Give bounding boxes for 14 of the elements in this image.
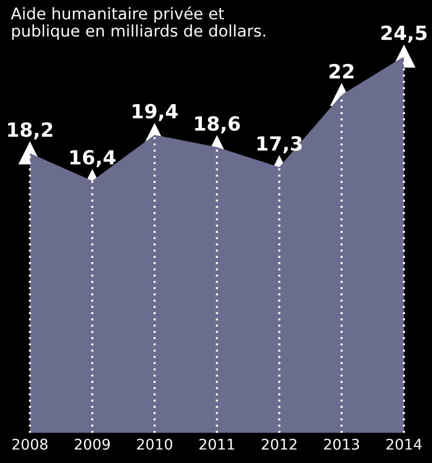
x-tick-label: 2010 (137, 438, 172, 450)
chart-title: Aide humanitaire privée et publique en milliards de dollars. (10, 6, 266, 40)
data-label: 22 (330, 64, 354, 78)
data-label: 18,6 (195, 116, 240, 134)
x-tick-label: 2012 (262, 438, 296, 450)
data-label: 18,2 (8, 122, 52, 140)
x-tick-label: 2008 (12, 438, 48, 450)
x-tick-label: 2011 (199, 438, 234, 450)
data-label: 24,5 (382, 25, 427, 43)
x-tick-label: 2014 (386, 438, 422, 450)
data-label: 16,4 (70, 150, 116, 168)
x-tick-label: 2009 (74, 438, 110, 450)
data-label: 19,4 (132, 104, 178, 122)
x-tick-label: 2013 (324, 438, 359, 450)
